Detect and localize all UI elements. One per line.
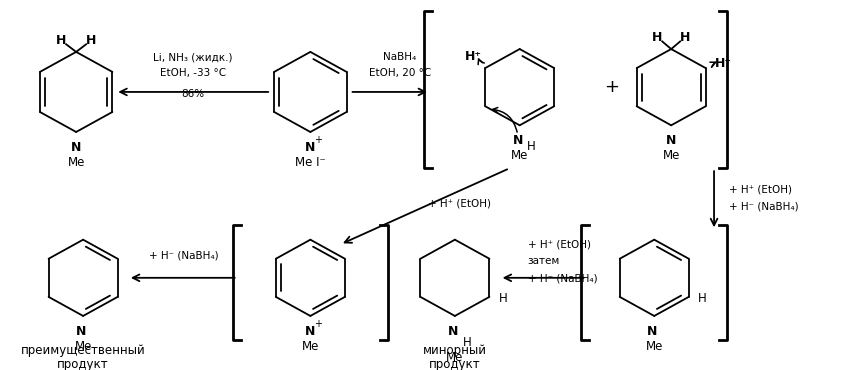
Text: + H⁻ (NaBH₄): + H⁻ (NaBH₄) [149,251,219,261]
Text: +: + [315,135,322,145]
Text: Me: Me [511,149,528,162]
Text: Me I⁻: Me I⁻ [295,156,326,169]
Text: Me: Me [68,156,85,169]
Text: преимущественный: преимущественный [20,344,146,357]
Text: Me: Me [662,149,680,162]
Text: +: + [315,319,322,329]
Text: 86%: 86% [181,89,204,99]
Text: + H⁻ (NaBH₄): + H⁻ (NaBH₄) [527,274,597,284]
Text: + H⁺ (EtOH): + H⁺ (EtOH) [527,239,591,249]
Text: Me: Me [302,340,319,353]
Text: NaBH₄: NaBH₄ [383,53,416,63]
Text: N: N [76,325,86,338]
Text: H: H [680,31,690,44]
Text: Li, NH₃ (жидк.): Li, NH₃ (жидк.) [153,53,232,63]
Text: H: H [86,34,97,47]
Text: H: H [499,292,508,305]
Text: EtOH, 20 °C: EtOH, 20 °C [369,68,431,78]
Text: N: N [666,134,677,147]
Text: Me: Me [645,340,663,353]
Text: минорный: минорный [423,344,487,357]
Text: N: N [448,325,458,338]
Text: продукт: продукт [429,359,481,370]
Text: продукт: продукт [58,359,109,370]
Text: N: N [647,325,657,338]
Text: + H⁺ (EtOH): + H⁺ (EtOH) [428,198,491,208]
Text: H: H [527,140,536,153]
Text: + H⁻ (NaBH₄): + H⁻ (NaBH₄) [729,201,799,211]
Text: N: N [305,141,315,154]
Text: + H⁺ (EtOH): + H⁺ (EtOH) [729,184,792,194]
Text: N: N [512,134,523,147]
Text: H: H [652,31,662,44]
Text: N: N [71,141,81,154]
Text: Me: Me [446,352,464,364]
Text: H: H [699,292,707,305]
Text: H: H [462,336,471,349]
Text: затем: затем [527,256,560,266]
Text: H: H [56,34,66,47]
Text: H⁺: H⁺ [465,50,482,63]
Text: H⁺: H⁺ [715,57,732,70]
Text: +: + [604,78,619,96]
Text: Me: Me [75,340,92,353]
Text: EtOH, -33 °C: EtOH, -33 °C [159,68,226,78]
Text: N: N [305,325,315,338]
